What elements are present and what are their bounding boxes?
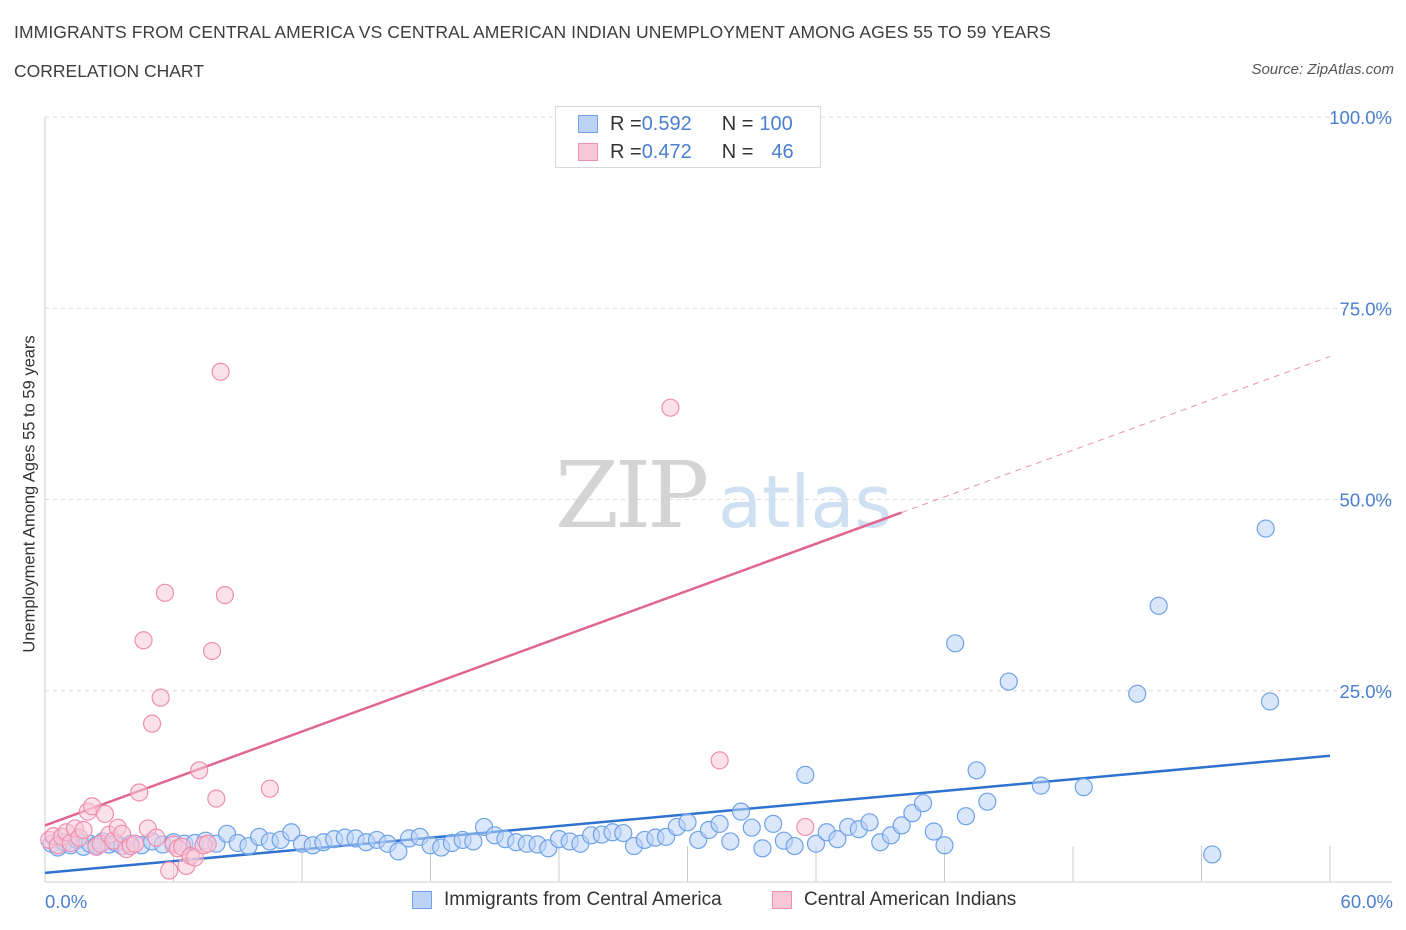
y-tick-label-2: 75.0% [1340,298,1392,319]
point-s0-94 [1031,776,1050,795]
point-s1-8 [74,820,93,840]
point-s1-26 [151,688,170,707]
n-value: 100 [759,112,793,135]
point-s1-13 [95,804,115,824]
point-s1-21 [130,783,149,802]
stats-row-immigrants: R = 0.592 N = 100 [578,111,793,137]
n-label: N = [721,112,754,135]
point-s1-35 [190,761,209,780]
y-axis-label: Unemployment Among Ages 55 to 59 years [20,335,39,653]
point-s1-28 [160,861,179,880]
chart-subtitle: CORRELATION CHART [14,61,204,81]
r-value: 0.592 [641,112,692,135]
point-s0-64 [678,813,697,832]
point-s0-97 [1149,596,1168,615]
point-s1-44 [710,751,729,770]
data-points [40,362,1280,880]
point-s1-27 [155,583,175,602]
point-s0-88 [935,836,954,855]
point-s1-37 [198,834,217,853]
trend-lines [44,355,1331,875]
stats-legend: R = 0.592 N = 100 R = 0.472 N = 46 [555,106,821,168]
legend-swatch-indians [772,891,792,909]
legend-item-immigrants: Immigrants from Central America [412,889,722,911]
y-tick-label-0: 25.0% [1340,681,1392,702]
r-label: R = [610,112,642,135]
point-s0-37 [389,842,408,861]
point-s0-99 [1256,519,1275,538]
point-s1-41 [215,586,234,605]
series-0-points [42,519,1280,864]
point-s1-42 [260,779,279,798]
watermark-atlas: atlas [718,460,892,544]
y-tick-label-3: 100.0% [1329,107,1392,128]
point-s0-84 [892,816,911,835]
r-label: R = [610,140,642,163]
stats-swatch-immigrants [578,115,598,133]
grid-lines [45,116,1392,692]
source-label: Source: ZipAtlas.com [1251,61,1394,78]
point-s0-81 [860,813,879,832]
trend-line-s1 [44,511,903,827]
point-s1-40 [211,362,230,381]
n-label: N = [721,140,754,163]
n-value: 46 [771,140,794,163]
point-s0-91 [967,761,986,780]
point-s1-22 [134,631,153,650]
point-s0-95 [1074,778,1093,797]
point-s0-98 [1203,845,1222,864]
point-s0-100 [1260,692,1280,711]
point-s1-20 [125,834,145,853]
point-s0-70 [742,818,761,837]
legend-label-immigrants: Immigrants from Central America [444,889,722,910]
point-s0-71 [753,839,772,858]
trend-extension-s1 [901,355,1331,513]
stats-row-indians: R = 0.472 N = 46 [578,139,794,165]
legend-item-indians: Central American Indians [772,889,1016,911]
legend-swatch-immigrants [412,891,432,909]
point-s1-39 [207,789,226,808]
point-s0-27 [282,823,301,842]
point-s0-86 [913,794,933,813]
point-s1-25 [147,828,166,847]
point-s0-89 [946,634,965,653]
point-s0-44 [464,832,483,851]
legend-label-indians: Central American Indians [804,889,1017,910]
point-s0-58 [614,823,633,843]
point-s1-24 [142,714,162,733]
axes [44,117,1392,883]
stats-swatch-indians [578,143,598,161]
watermark-zip: ZIP [555,442,706,549]
chart-title: IMMIGRANTS FROM CENTRAL AMERICA VS CENTR… [14,22,1051,42]
point-s0-74 [785,836,804,856]
x-tick-label-min: 0.0% [45,891,87,912]
point-s0-90 [956,807,976,826]
point-s1-45 [796,817,815,837]
series-1-points [40,362,815,880]
point-s0-69 [731,802,751,821]
point-s0-78 [828,830,847,849]
point-s0-96 [1128,684,1147,703]
point-s0-67 [710,814,729,833]
point-s0-93 [999,672,1018,691]
point-s1-43 [661,398,680,417]
point-s0-75 [796,765,815,785]
x-tick-label-max: 60.0% [1341,891,1393,912]
point-s0-92 [978,792,997,811]
y-tick-label-1: 50.0% [1340,490,1392,511]
point-s0-87 [924,822,943,841]
point-s0-72 [764,814,783,833]
point-s0-68 [721,832,740,851]
point-s1-38 [202,641,222,661]
tick-labels: 25.0% 50.0% 75.0% 100.0% 0.0% 60.0% [45,107,1393,912]
r-value: 0.472 [641,140,692,163]
point-s0-76 [806,834,826,853]
